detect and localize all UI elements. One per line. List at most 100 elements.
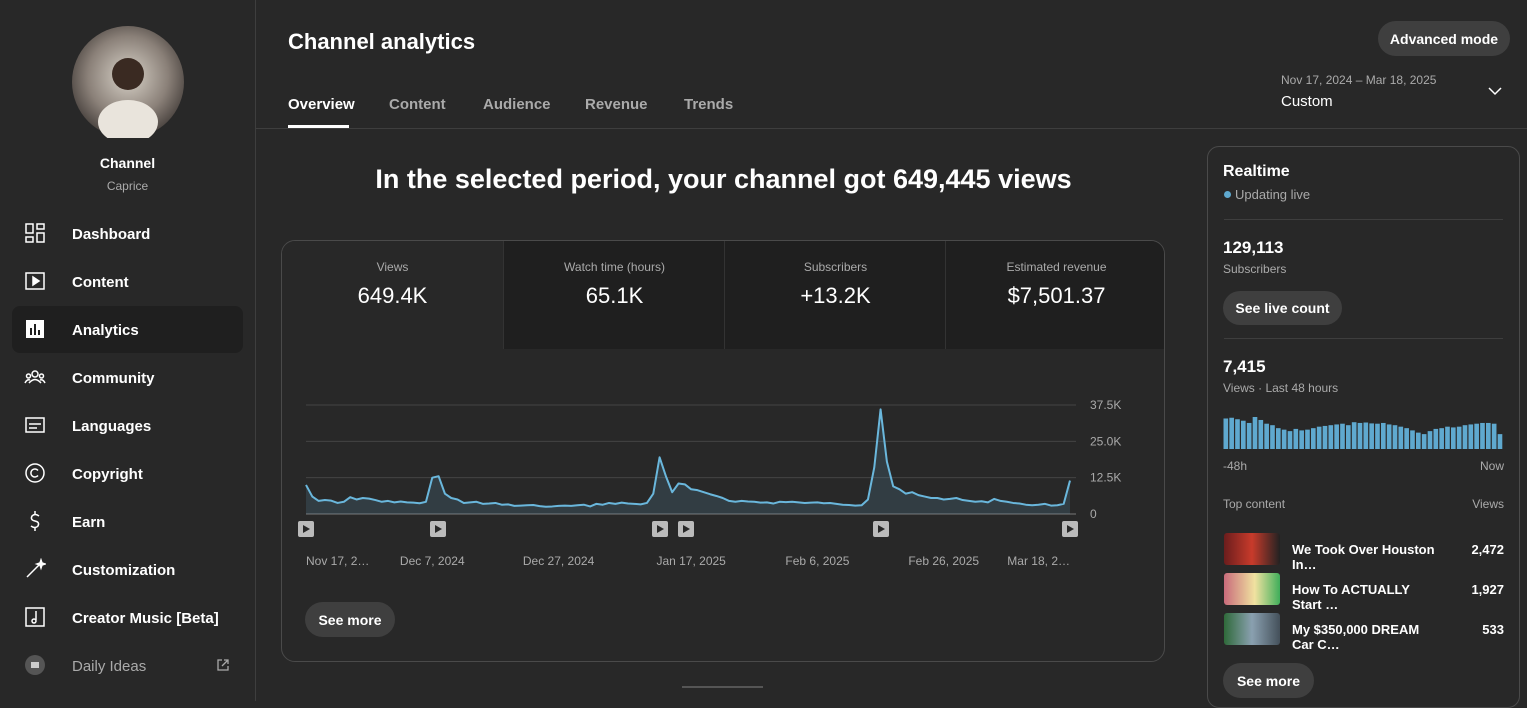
tab[interactable]: Audience: [483, 96, 551, 113]
views-count: 7,415: [1223, 357, 1266, 376]
bar: [1322, 425, 1328, 449]
tab[interactable]: Revenue: [585, 96, 648, 113]
nav-item[interactable]: Analytics: [12, 306, 243, 353]
bar: [1276, 428, 1281, 449]
nav-item[interactable]: Content: [12, 258, 243, 305]
bar: [1264, 423, 1269, 449]
bar: [1346, 425, 1351, 449]
bar: [1404, 428, 1409, 449]
nav-item[interactable]: Languages: [12, 402, 243, 449]
bar: [1369, 423, 1374, 449]
top-content-views-label: Views: [1472, 497, 1504, 511]
bar: [1334, 424, 1339, 449]
bar: [1357, 422, 1363, 449]
bar: [1421, 434, 1427, 449]
tab-underline: [288, 125, 349, 128]
nav-item[interactable]: Copyright: [12, 450, 243, 497]
tab[interactable]: Overview: [288, 96, 355, 113]
see-more-button[interactable]: See more: [305, 602, 395, 637]
nav-item[interactable]: Community: [12, 354, 243, 401]
button-label: See more: [1236, 672, 1301, 689]
avatar[interactable]: [72, 26, 184, 138]
tab[interactable]: Content: [389, 96, 446, 113]
bar: [1410, 430, 1415, 449]
thumbnail: [1224, 533, 1280, 565]
x-tick-label: Nov 17, 2…: [306, 554, 369, 568]
views-label: Views · Last 48 hours: [1223, 381, 1339, 395]
external-link-icon: [217, 659, 229, 671]
line: [305, 408, 1071, 508]
channel-name: Caprice: [106, 179, 149, 193]
nav-item[interactable]: Creator Music [Beta]: [12, 594, 243, 641]
x-tick-label: Mar 18, 2…: [1007, 554, 1070, 568]
separator: [1224, 338, 1503, 339]
nav-label: Earn: [72, 514, 106, 531]
bar: [1416, 432, 1421, 449]
advanced-mode-button[interactable]: Advanced mode: [1378, 21, 1510, 56]
y-tick-label: 37.5K: [1090, 398, 1121, 412]
header-divider: [256, 128, 1527, 129]
realtime-chart: [1223, 417, 1503, 449]
bar: [1270, 425, 1275, 449]
nav-item[interactable]: Dashboard: [12, 210, 243, 257]
chevron: [1488, 87, 1502, 96]
top-content-item[interactable]: We Took Over Houston In… 2,472: [1224, 533, 1504, 572]
top-content-item[interactable]: My $350,000 DREAM Car C… 533: [1224, 613, 1504, 652]
realtime-see-more-button[interactable]: See more: [1223, 663, 1314, 698]
metric-value: +13.2K: [800, 283, 871, 308]
bar: [1223, 418, 1229, 449]
bar: [1241, 420, 1246, 449]
metric-tab[interactable]: Estimated revenue $7,501.37: [945, 241, 1164, 349]
nav-icon: [25, 272, 45, 290]
metric-tab[interactable]: Watch time (hours) 65.1K: [503, 241, 725, 349]
bar: [1252, 417, 1258, 449]
content-title: We Took Over Houston In…: [1292, 542, 1435, 572]
top-content-label: Top content: [1223, 497, 1286, 511]
bar: [1281, 429, 1287, 449]
live-count-button[interactable]: See live count: [1223, 291, 1342, 325]
bar: [1246, 422, 1252, 449]
metric-tab[interactable]: Views 649.4K: [282, 241, 503, 349]
nav-icon: [25, 223, 45, 243]
bar: [1386, 424, 1392, 449]
nav-icon: [25, 463, 45, 483]
realtime-card: Realtime Updating live 129,113 Subscribe…: [1207, 146, 1520, 708]
bar: [1462, 425, 1468, 449]
content-views: 2,472: [1471, 542, 1504, 557]
bar: [1445, 426, 1450, 449]
y-tick-label: 0: [1090, 507, 1097, 521]
metric-tab[interactable]: Subscribers +13.2K: [724, 241, 946, 349]
nav-label: Customization: [72, 562, 176, 579]
bar: [1468, 424, 1474, 449]
date-range: Nov 17, 2024 – Mar 18, 2025: [1281, 73, 1437, 87]
bar: [1381, 422, 1386, 449]
bar: [1433, 428, 1439, 449]
x-tick-label: Dec 7, 2024: [400, 554, 465, 568]
tab[interactable]: Trends: [684, 96, 734, 113]
sidebar: Channel Caprice Dashboard Content Analyt…: [0, 0, 256, 701]
nav-label: Creator Music [Beta]: [72, 610, 219, 627]
metric-value: $7,501.37: [1007, 283, 1106, 308]
bar: [1486, 422, 1491, 449]
bar: [1497, 434, 1503, 449]
y-tick-label: 25.0K: [1090, 434, 1121, 448]
nav-icon: [25, 607, 45, 627]
realtime-end-label: Now: [1479, 459, 1504, 473]
bar: [1235, 419, 1240, 449]
metric-label: Views: [376, 260, 409, 274]
nav-item[interactable]: Daily Ideas: [12, 642, 243, 689]
nav-icon: [30, 511, 40, 531]
nav-icon: [24, 370, 46, 384]
nav-item[interactable]: Customization: [12, 546, 243, 593]
nav-item[interactable]: Earn: [12, 498, 243, 545]
content-views: 533: [1482, 622, 1504, 637]
summary: In the selected period, your channel got…: [375, 164, 1072, 194]
date-picker[interactable]: Nov 17, 2024 – Mar 18, 2025 Custom: [1270, 66, 1515, 116]
nav-label: Content: [72, 274, 129, 291]
bar: [1311, 428, 1316, 449]
top-content-item[interactable]: How To ACTUALLY Start … 1,927: [1224, 573, 1504, 612]
bar: [1474, 423, 1479, 449]
nav-icon: [25, 417, 45, 433]
metric-label: Watch time (hours): [564, 260, 665, 274]
